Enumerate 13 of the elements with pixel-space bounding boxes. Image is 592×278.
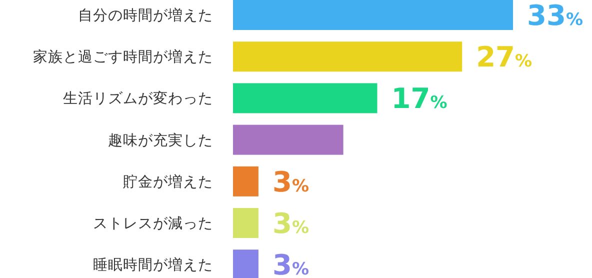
data-label: 3% <box>272 248 309 278</box>
y-tick-label: 生活リズムが変わった <box>63 90 213 108</box>
y-tick-label: 家族と過ごす時間が増えた <box>33 48 213 66</box>
data-label: 17% <box>391 82 448 116</box>
y-tick-label: ストレスが減った <box>93 215 213 232</box>
data-label: 33% <box>527 0 584 32</box>
y-tick-label: 趣味が充実した <box>108 132 213 149</box>
y-tick-label: 睡眠時間が増えた <box>93 256 213 274</box>
data-label: 27% <box>476 40 532 74</box>
data-label: 3% <box>272 207 309 240</box>
y-tick-label: 自分の時間が増えた <box>78 7 213 24</box>
y-tick-label: 貯金が増えた <box>123 173 213 190</box>
data-label: 3% <box>272 165 309 198</box>
